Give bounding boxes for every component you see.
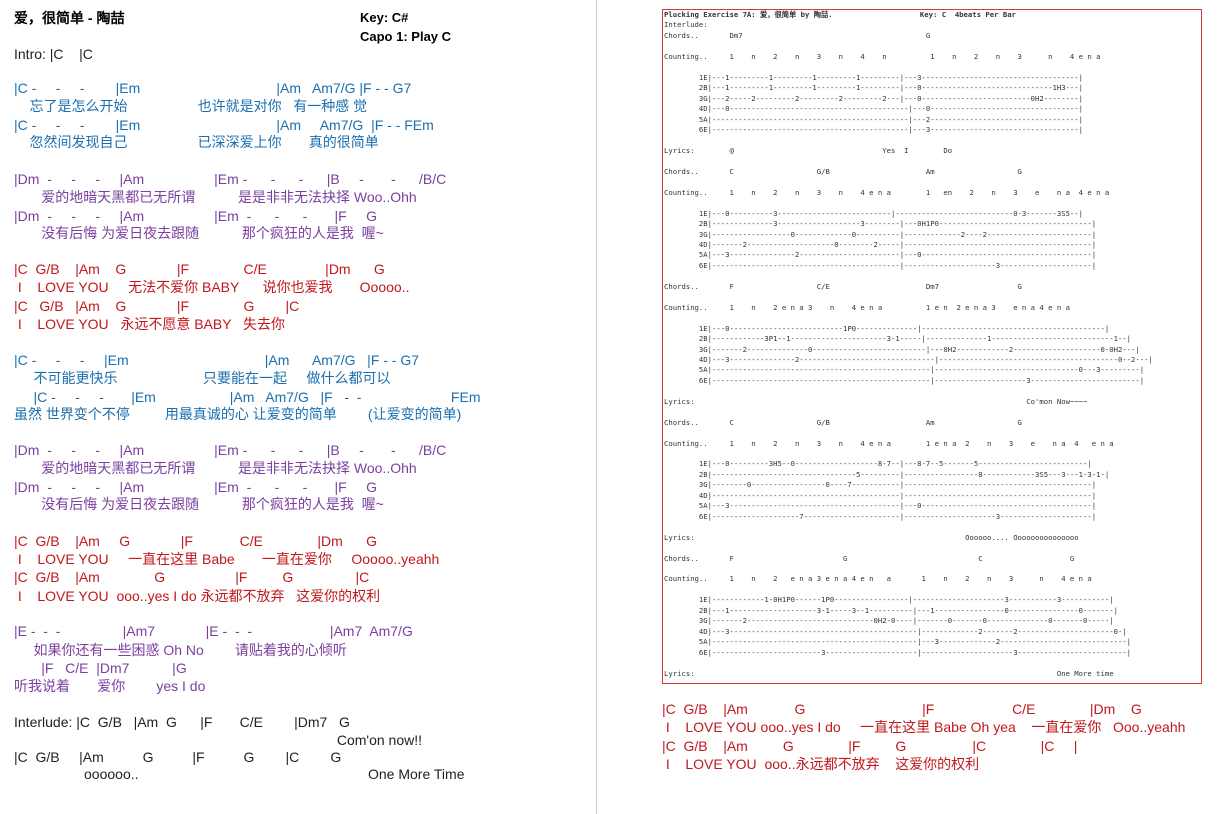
tab-line: 1E|------------1-0H1P0------1P0---------… <box>664 595 1114 605</box>
tab-line: 3G|---2-----2---------2---------2-------… <box>664 93 1084 103</box>
tab-line: 3G|--------0-----------------0----7-----… <box>664 480 1097 490</box>
tab-line: Counting.. 1 n 2 e n a 3 e n a 4 e n a 1… <box>664 574 1092 584</box>
lyric-line: 没有后悔 为爱日夜去跟随 那个疯狂的人是我 喔~ <box>14 225 384 241</box>
tab-header: Plucking Exercise 7A: 爱，很简单 by 陶喆. Key: … <box>664 10 1016 19</box>
chord-line: |Dm - - - |Am |Em - - - |B - - /B/C <box>14 442 447 458</box>
chord-line: |Dm - - - |Am |Em - - - |F G <box>14 208 378 224</box>
chord-line: |C - - - |Em |Am Am7/G |F - - FEm <box>14 117 434 133</box>
tab-text: Plucking Exercise 7A: 爱，很简单 by 陶喆. Key: … <box>664 10 1153 679</box>
tab-line: Lyrics: One More time <box>664 668 1114 678</box>
interlude-note: Com'on now!! <box>14 732 422 748</box>
page-divider <box>596 0 597 814</box>
intro-line: Intro: |C |C <box>14 46 93 62</box>
tab-line: 4D|---3---------------------------------… <box>664 626 1127 636</box>
tab-line: 2B|------------3P1--1-------------------… <box>664 334 1132 344</box>
tab-line: 3G|-------2-----------------------------… <box>664 616 1114 626</box>
tab-line: 6E|-------------------------------------… <box>664 124 1084 134</box>
song-title: 爱，很简单 - 陶喆 <box>14 10 125 26</box>
lyric-line: I LOVE YOU ooo..yes I do 永远都不放弃 这爱你的权利 <box>14 588 381 604</box>
tab-line: Chords.. F G C G <box>664 553 1075 563</box>
chord-line: |C G/B |Am G |F C/E |Dm G <box>14 533 378 549</box>
tab-line: 1E|---0----------3----------------------… <box>664 208 1084 218</box>
chord-line: |E - - - |Am7 |E - - - |Am7 Am7/G <box>14 623 413 639</box>
chord-line: |F C/E |Dm7 |G <box>14 660 187 676</box>
tab-line: 1E|---0--------------------------1P0----… <box>664 323 1110 333</box>
tab-line: 4D|---3---------------2-----------------… <box>664 354 1153 364</box>
lyric-line: 如果你还有一些困惑 Oh No 请贴着我的心倾听 <box>14 642 347 658</box>
tab-line: 1E|---0---------3H5--0------------------… <box>664 459 1092 469</box>
tab-line: Lyrics: @ Yes I Do <box>664 145 953 155</box>
lyric-line: 忘了是怎么开始 也许就是对你 有一种感 觉 <box>14 98 368 114</box>
chord-line: |C - - - |Em |Am Am7/G |F - - FEm <box>14 389 481 405</box>
lyric-line: I LOVE YOU 一直在这里 Babe 一直在爱你 Ooooo..yeahh <box>14 551 440 567</box>
chord-line: |C G/B |Am G |F G |C <box>14 569 370 585</box>
tab-line: Chords.. C G/B Am G <box>664 417 1022 427</box>
lyric-line: 爱的地暗天黑都已无所谓 是是非非无法抉择 Woo..Ohh <box>14 460 417 476</box>
tab-line: 5A|---3---------------2-----------------… <box>664 250 1097 260</box>
tab-line: 3G|------------------0-------------0----… <box>664 229 1097 239</box>
tab-line: Counting.. 1 n 2 n 3 n 4 n 1 n 2 n 3 n 4… <box>664 51 1101 61</box>
tab-line: Counting.. 1 n 2 e n a 3 n 4 e n a 1 e n… <box>664 302 1070 312</box>
tab-line: Chords.. F C/E Dm7 G <box>664 281 1022 291</box>
tab-line: 1E|---1---------1---------1---------1---… <box>664 72 1084 82</box>
chord-line: |C - - - |Em |Am Am7/G |F - - G7 <box>14 80 412 96</box>
lyric-line: I LOVE YOU ooo..yes I do 一直在这里 Babe Oh y… <box>662 719 1186 735</box>
chord-line: |Dm - - - |Am |Em - - - |B - - /B/C <box>14 171 447 187</box>
tab-line: 5A|-------------------------------------… <box>664 365 1145 375</box>
key-label: Key: C# <box>360 10 409 25</box>
lyric-line: I LOVE YOU ooo..永远都不放弃 这爱你的权利 <box>662 756 980 772</box>
lyric-line: 不可能更快乐 只要能在一起 做什么都可以 <box>14 370 391 386</box>
tab-line: 6E|-------------------------------------… <box>664 260 1097 270</box>
tab-line: 5A|-------------------------------------… <box>664 114 1084 124</box>
chord-line: |C G/B |Am G |F G |C <box>14 298 300 314</box>
lyric-line: 爱的地暗天黑都已无所谓 是是非非无法抉择 Woo..Ohh <box>14 189 417 205</box>
tab-line: 5A|-------------------------------------… <box>664 637 1132 647</box>
plucking-tab-sheet: Plucking Exercise 7A: 爱，很简单 by 陶喆. Key: … <box>662 9 1202 684</box>
tab-line: 6E|-------------------------------------… <box>664 375 1145 385</box>
capo-label: Capo 1: Play C <box>360 29 452 44</box>
chord-line: |C G/B |Am G |F C/E |Dm G <box>14 261 385 277</box>
chord-line: |C - - - |Em |Am Am7/G |F - - G7 <box>14 352 420 368</box>
tab-line: 4D|-------------------------------------… <box>664 490 1097 500</box>
chord-line: |C G/B |Am G |F C/E |Dm G <box>662 701 1142 717</box>
tab-line: 6E|-------------------------3-----------… <box>664 647 1132 657</box>
tab-line: Counting.. 1 n 2 n 3 n 4 e n a 1 en 2 n … <box>664 187 1110 197</box>
lyric-line: 虽然 世界变个不停 用最真诚的心 让爱变的简单 (让爱变的简单) <box>14 406 462 422</box>
tab-line: 2B|---------------------------------5---… <box>664 469 1110 479</box>
tab-line: Counting.. 1 n 2 n 3 n 4 e n a 1 e n a 2… <box>664 438 1114 448</box>
interlude-note: oooooo.. One More Time <box>14 766 465 782</box>
interlude-line: Interlude: |C G/B |Am G |F C/E |Dm7 G <box>14 714 350 730</box>
tab-line: 5A|---3---------------------------------… <box>664 501 1097 511</box>
lyric-line: I LOVE YOU 无法不爱你 BABY 说你也爱我 Ooooo.. <box>14 279 410 295</box>
lyric-line: I LOVE YOU 永远不愿意 BABY 失去你 <box>14 316 285 332</box>
tab-line: 3G|-------2--------------0--------------… <box>664 344 1140 354</box>
tab-line: Chords.. C G/B Am G <box>664 166 1022 176</box>
lyric-line: 没有后悔 为爱日夜去跟随 那个疯狂的人是我 喔~ <box>14 496 384 512</box>
interlude-line: |C G/B |Am G |F G |C G <box>14 749 342 765</box>
tab-line: Lyrics: Co'mon Now~~~~ <box>664 396 1088 406</box>
tab-line: Lyrics: Oooooo.... Ooooooooooooooo <box>664 532 1079 542</box>
chord-line: |C G/B |Am G |F G |C |C | <box>662 738 1078 754</box>
tab-line: 2B|--------------3-------------------3--… <box>664 219 1097 229</box>
tab-line: Chords.. Dm7 G <box>664 30 931 40</box>
tab-body: Interlude: Chords.. Dm7 G Counting.. 1 n… <box>664 20 1153 677</box>
lyric-line: 听我说着 爱你 yes I do <box>14 678 206 694</box>
tab-line: 4D|---0---------------------------------… <box>664 104 1084 114</box>
tab-line: 2B|---1---------1---------1---------1---… <box>664 83 1084 93</box>
tab-line: 6E|--------------------7----------------… <box>664 511 1097 521</box>
tab-line: 2B|---1--------------------3-1-----3--1-… <box>664 605 1118 615</box>
tab-line: 4D|-------2--------------------0--------… <box>664 239 1097 249</box>
chord-line: |Dm - - - |Am |Em - - - |F G <box>14 479 378 495</box>
tab-line: Interlude: <box>664 20 708 30</box>
lyric-line: 忽然间发现自己 已深深爱上你 真的很简单 <box>14 134 379 150</box>
